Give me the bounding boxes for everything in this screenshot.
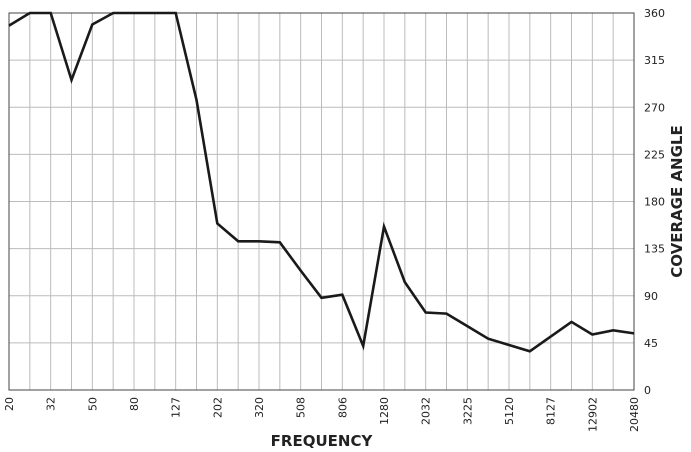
y-axis-tick-labels: 0 45 90 135 180 225 270 315 360 bbox=[644, 7, 665, 397]
x-tick-label: 50 bbox=[86, 397, 99, 411]
y-tick-label: 270 bbox=[644, 101, 665, 114]
x-axis-title: FREQUENCY bbox=[271, 432, 374, 450]
x-tick-label: 1280 bbox=[378, 397, 391, 425]
y-axis-title: COVERAGE ANGLE bbox=[668, 125, 686, 277]
x-tick-label: 12902 bbox=[586, 397, 599, 432]
x-tick-label: 5120 bbox=[503, 397, 516, 425]
y-tick-label: 225 bbox=[644, 148, 665, 161]
x-tick-label: 2032 bbox=[420, 397, 433, 425]
plot-frame bbox=[8, 12, 635, 391]
x-tick-label: 320 bbox=[253, 397, 266, 418]
x-tick-label: 3225 bbox=[461, 397, 474, 425]
y-tick-label: 90 bbox=[644, 290, 658, 303]
x-tick-label: 80 bbox=[128, 397, 141, 411]
y-tick-label: 315 bbox=[644, 54, 665, 67]
x-tick-label: 20 bbox=[3, 397, 16, 411]
x-tick-label: 8127 bbox=[545, 397, 558, 425]
y-tick-label: 360 bbox=[644, 7, 665, 20]
grid-lines bbox=[8, 12, 635, 391]
y-tick-label: 45 bbox=[644, 337, 658, 350]
y-tick-label: 135 bbox=[644, 243, 665, 256]
coverage-series-line bbox=[8, 11, 635, 353]
x-axis-tick-labels: 20 32 50 80 127 202 320 508 806 1280 2032 3225 5120 8… bbox=[3, 397, 641, 432]
x-tick-label: 508 bbox=[295, 397, 308, 418]
x-tick-label: 20480 bbox=[628, 397, 641, 432]
x-tick-label: 202 bbox=[211, 397, 224, 418]
y-tick-label: 0 bbox=[644, 384, 651, 397]
y-tick-label: 180 bbox=[644, 196, 665, 209]
x-tick-label: 127 bbox=[170, 397, 183, 418]
x-tick-label: 32 bbox=[45, 397, 58, 411]
x-tick-label: 806 bbox=[336, 397, 349, 418]
